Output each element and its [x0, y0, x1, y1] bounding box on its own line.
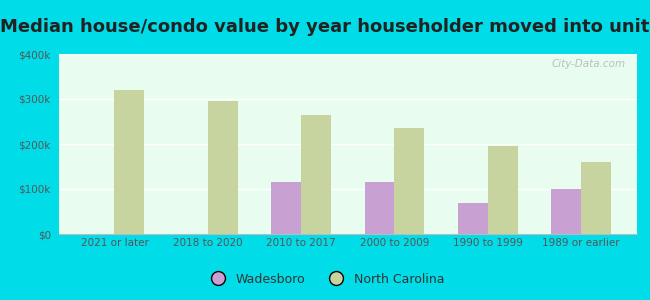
- Legend: Wadesboro, North Carolina: Wadesboro, North Carolina: [201, 268, 449, 291]
- Text: City-Data.com: City-Data.com: [551, 59, 625, 69]
- Bar: [301, 115, 331, 234]
- Bar: [488, 146, 517, 234]
- Bar: [114, 90, 144, 234]
- Bar: [365, 182, 395, 234]
- Bar: [551, 189, 581, 234]
- Bar: [271, 182, 301, 234]
- Bar: [208, 101, 238, 234]
- Bar: [395, 128, 424, 234]
- Bar: [581, 162, 611, 234]
- Text: Median house/condo value by year householder moved into unit: Median house/condo value by year househo…: [0, 18, 650, 36]
- Bar: [458, 202, 488, 234]
